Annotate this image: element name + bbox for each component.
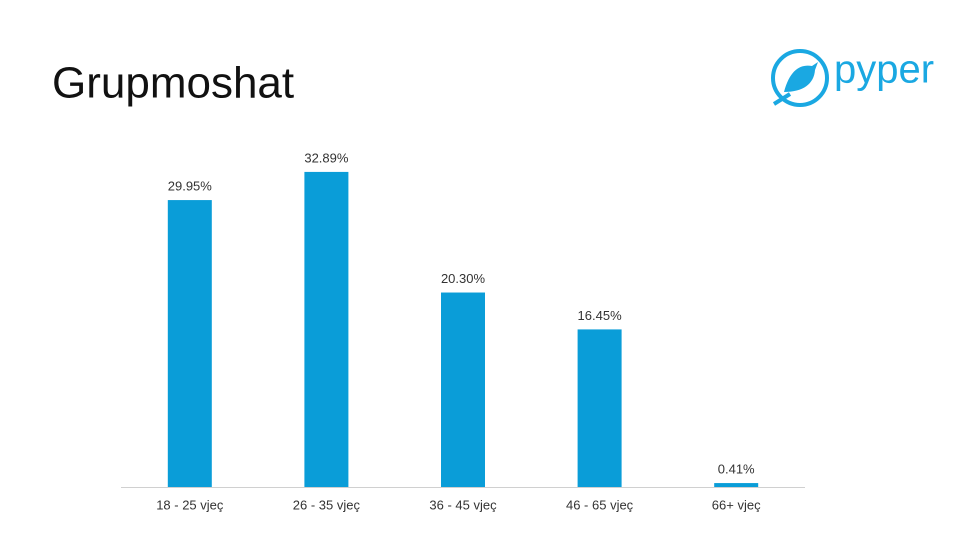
bar [167, 200, 212, 488]
x-tick-label: 66+ vjeç [712, 497, 761, 512]
logo-ring [771, 49, 829, 107]
logo-tail [772, 92, 792, 106]
bar [441, 292, 485, 487]
data-label: 16.45% [578, 308, 623, 323]
x-tick-label: 46 - 65 vjeç [566, 497, 634, 512]
x-tick-label: 36 - 45 vjeç [429, 497, 497, 512]
bar [714, 483, 759, 487]
logo: pyper [771, 48, 934, 107]
data-label: 20.30% [441, 271, 486, 286]
bar [577, 329, 622, 487]
data-label: 29.95% [168, 179, 213, 194]
data-label: 0.41% [718, 462, 755, 477]
slide-title: Grupmoshat [52, 59, 294, 108]
bar [304, 171, 349, 487]
logo-bird [784, 62, 818, 92]
x-tick-label: 26 - 35 vjeç [293, 497, 361, 512]
logo-text: pyper [834, 48, 934, 92]
x-tick-label: 18 - 25 vjeç [156, 497, 224, 512]
data-label: 32.89% [304, 150, 349, 165]
